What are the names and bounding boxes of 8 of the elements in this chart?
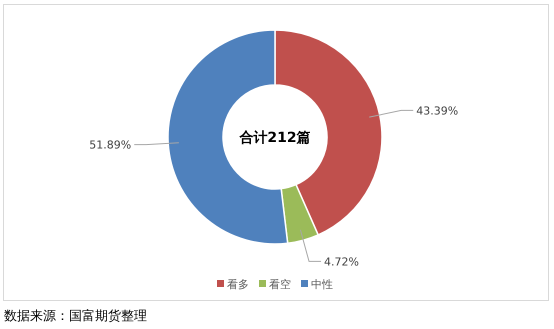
text: 合计212篇 bbox=[238, 130, 311, 146]
data-label: 43.39% bbox=[416, 104, 458, 118]
data-label: 4.72% bbox=[324, 255, 359, 268]
data-label: 51.89% bbox=[89, 138, 132, 152]
legend-label: 中性 bbox=[311, 278, 333, 291]
legend-label: 看空 bbox=[269, 278, 291, 291]
legend-label: 看多 bbox=[227, 278, 249, 291]
source-note: 数据来源：国富期货整理 bbox=[4, 308, 147, 324]
